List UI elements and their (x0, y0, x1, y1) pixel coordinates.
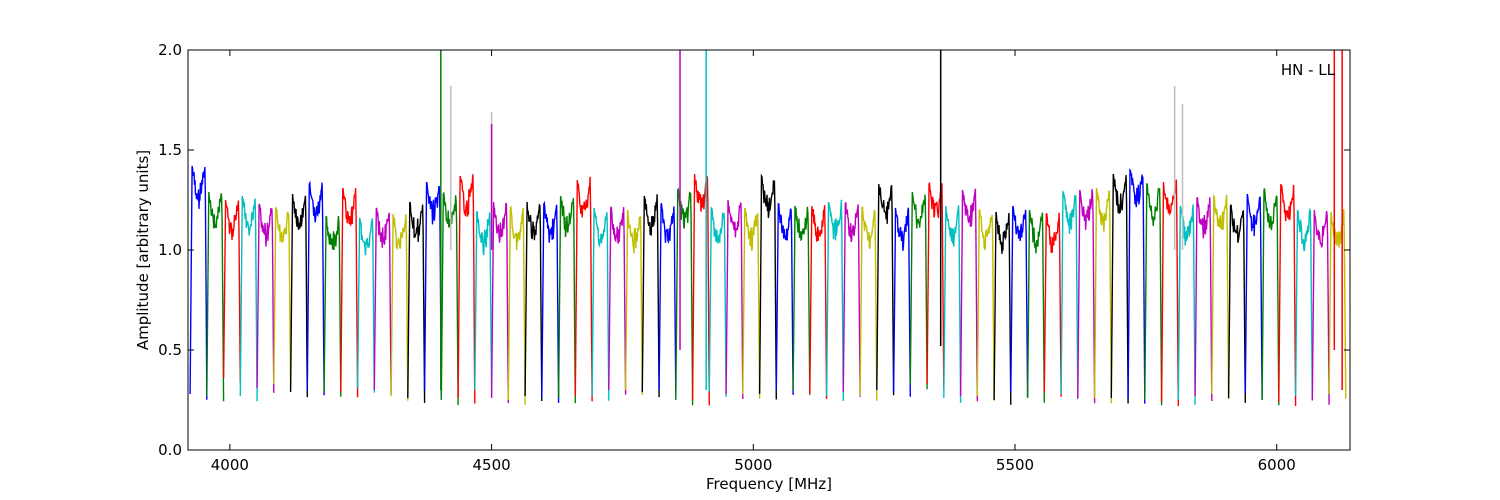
band-trace (373, 207, 392, 395)
band-trace (1194, 197, 1213, 402)
y-tick-label: 2.0 (158, 41, 182, 59)
band-trace (943, 205, 962, 403)
band-trace (742, 207, 761, 399)
band-trace (909, 191, 928, 390)
band-trace (842, 202, 861, 397)
band-trace (641, 194, 660, 398)
band-trace (222, 199, 241, 384)
band-trace (758, 173, 777, 400)
band-trace (1093, 187, 1112, 404)
band-trace (1328, 209, 1347, 399)
band-trace (273, 206, 292, 389)
band-trace (390, 213, 409, 401)
band-trace (407, 201, 426, 404)
band-trace (289, 193, 308, 398)
band-trace (1211, 194, 1230, 400)
band-trace (356, 217, 375, 393)
band-trace (1077, 189, 1096, 404)
y-tick-label: 1.5 (158, 141, 182, 159)
band-trace (574, 176, 593, 402)
x-axis-label: Frequency [MHz] (706, 475, 832, 493)
x-tick-label: 6000 (1258, 456, 1296, 474)
band-trace (239, 195, 258, 402)
band-trace (708, 206, 727, 397)
band-trace (725, 199, 744, 400)
band-trace (1060, 189, 1079, 400)
tick-layer: 4000 4500 5000 5500 6000 0.0 0.5 1.0 1.5 2.0 (158, 41, 1350, 474)
band-trace (809, 205, 828, 399)
band-trace (675, 187, 694, 406)
band-trace (993, 211, 1012, 405)
x-tick-label: 4500 (472, 456, 510, 474)
band-trace (1010, 205, 1029, 397)
band-trace (423, 181, 442, 396)
band-trace (1160, 179, 1179, 407)
band-trace (1227, 204, 1246, 403)
band-trace (541, 200, 560, 403)
y-tick-label: 0.0 (158, 441, 182, 459)
y-tick-label: 0.5 (158, 341, 182, 359)
band-trace (892, 207, 911, 397)
band-trace (658, 202, 677, 395)
band-trace (1026, 209, 1045, 403)
band-trace (507, 206, 526, 405)
band-trace (608, 206, 627, 395)
band-trace (1127, 168, 1146, 404)
band-trace (323, 215, 342, 397)
band-trace (474, 211, 493, 395)
y-tick-label: 1.0 (158, 241, 182, 259)
band-trace (624, 209, 643, 395)
band-trace (1244, 193, 1263, 400)
band-trace (1278, 183, 1297, 407)
band-trace (440, 191, 459, 406)
band-trace (557, 195, 576, 404)
band-trace (490, 201, 509, 404)
band-trace (775, 203, 794, 395)
band-trace (976, 209, 995, 401)
band-trace (1294, 207, 1313, 401)
band-trace (1110, 173, 1129, 404)
band-trace (591, 207, 610, 401)
annotation-label: HN - LL (1281, 61, 1336, 79)
band-trace (792, 205, 811, 395)
series-layer (189, 50, 1347, 407)
band-trace (1311, 209, 1330, 405)
band-trace (206, 191, 225, 402)
band-trace (876, 183, 895, 396)
band-trace (825, 199, 844, 402)
band-trace (256, 203, 275, 393)
band-trace (1261, 188, 1280, 406)
band-trace (189, 165, 208, 400)
x-tick-label: 5000 (734, 456, 772, 474)
band-trace (1043, 212, 1062, 397)
band-trace (859, 206, 878, 401)
x-tick-label: 4000 (211, 456, 249, 474)
band-trace (340, 187, 359, 398)
plot-background (188, 50, 1350, 450)
band-trace (1144, 182, 1163, 406)
band-trace (524, 201, 543, 402)
band-trace (1177, 204, 1196, 405)
y-axis-label: Amplitude [arbitrary units] (134, 150, 152, 350)
x-tick-label: 5500 (996, 456, 1034, 474)
band-trace (457, 174, 476, 404)
band-trace (306, 180, 325, 396)
band-trace (959, 188, 978, 402)
